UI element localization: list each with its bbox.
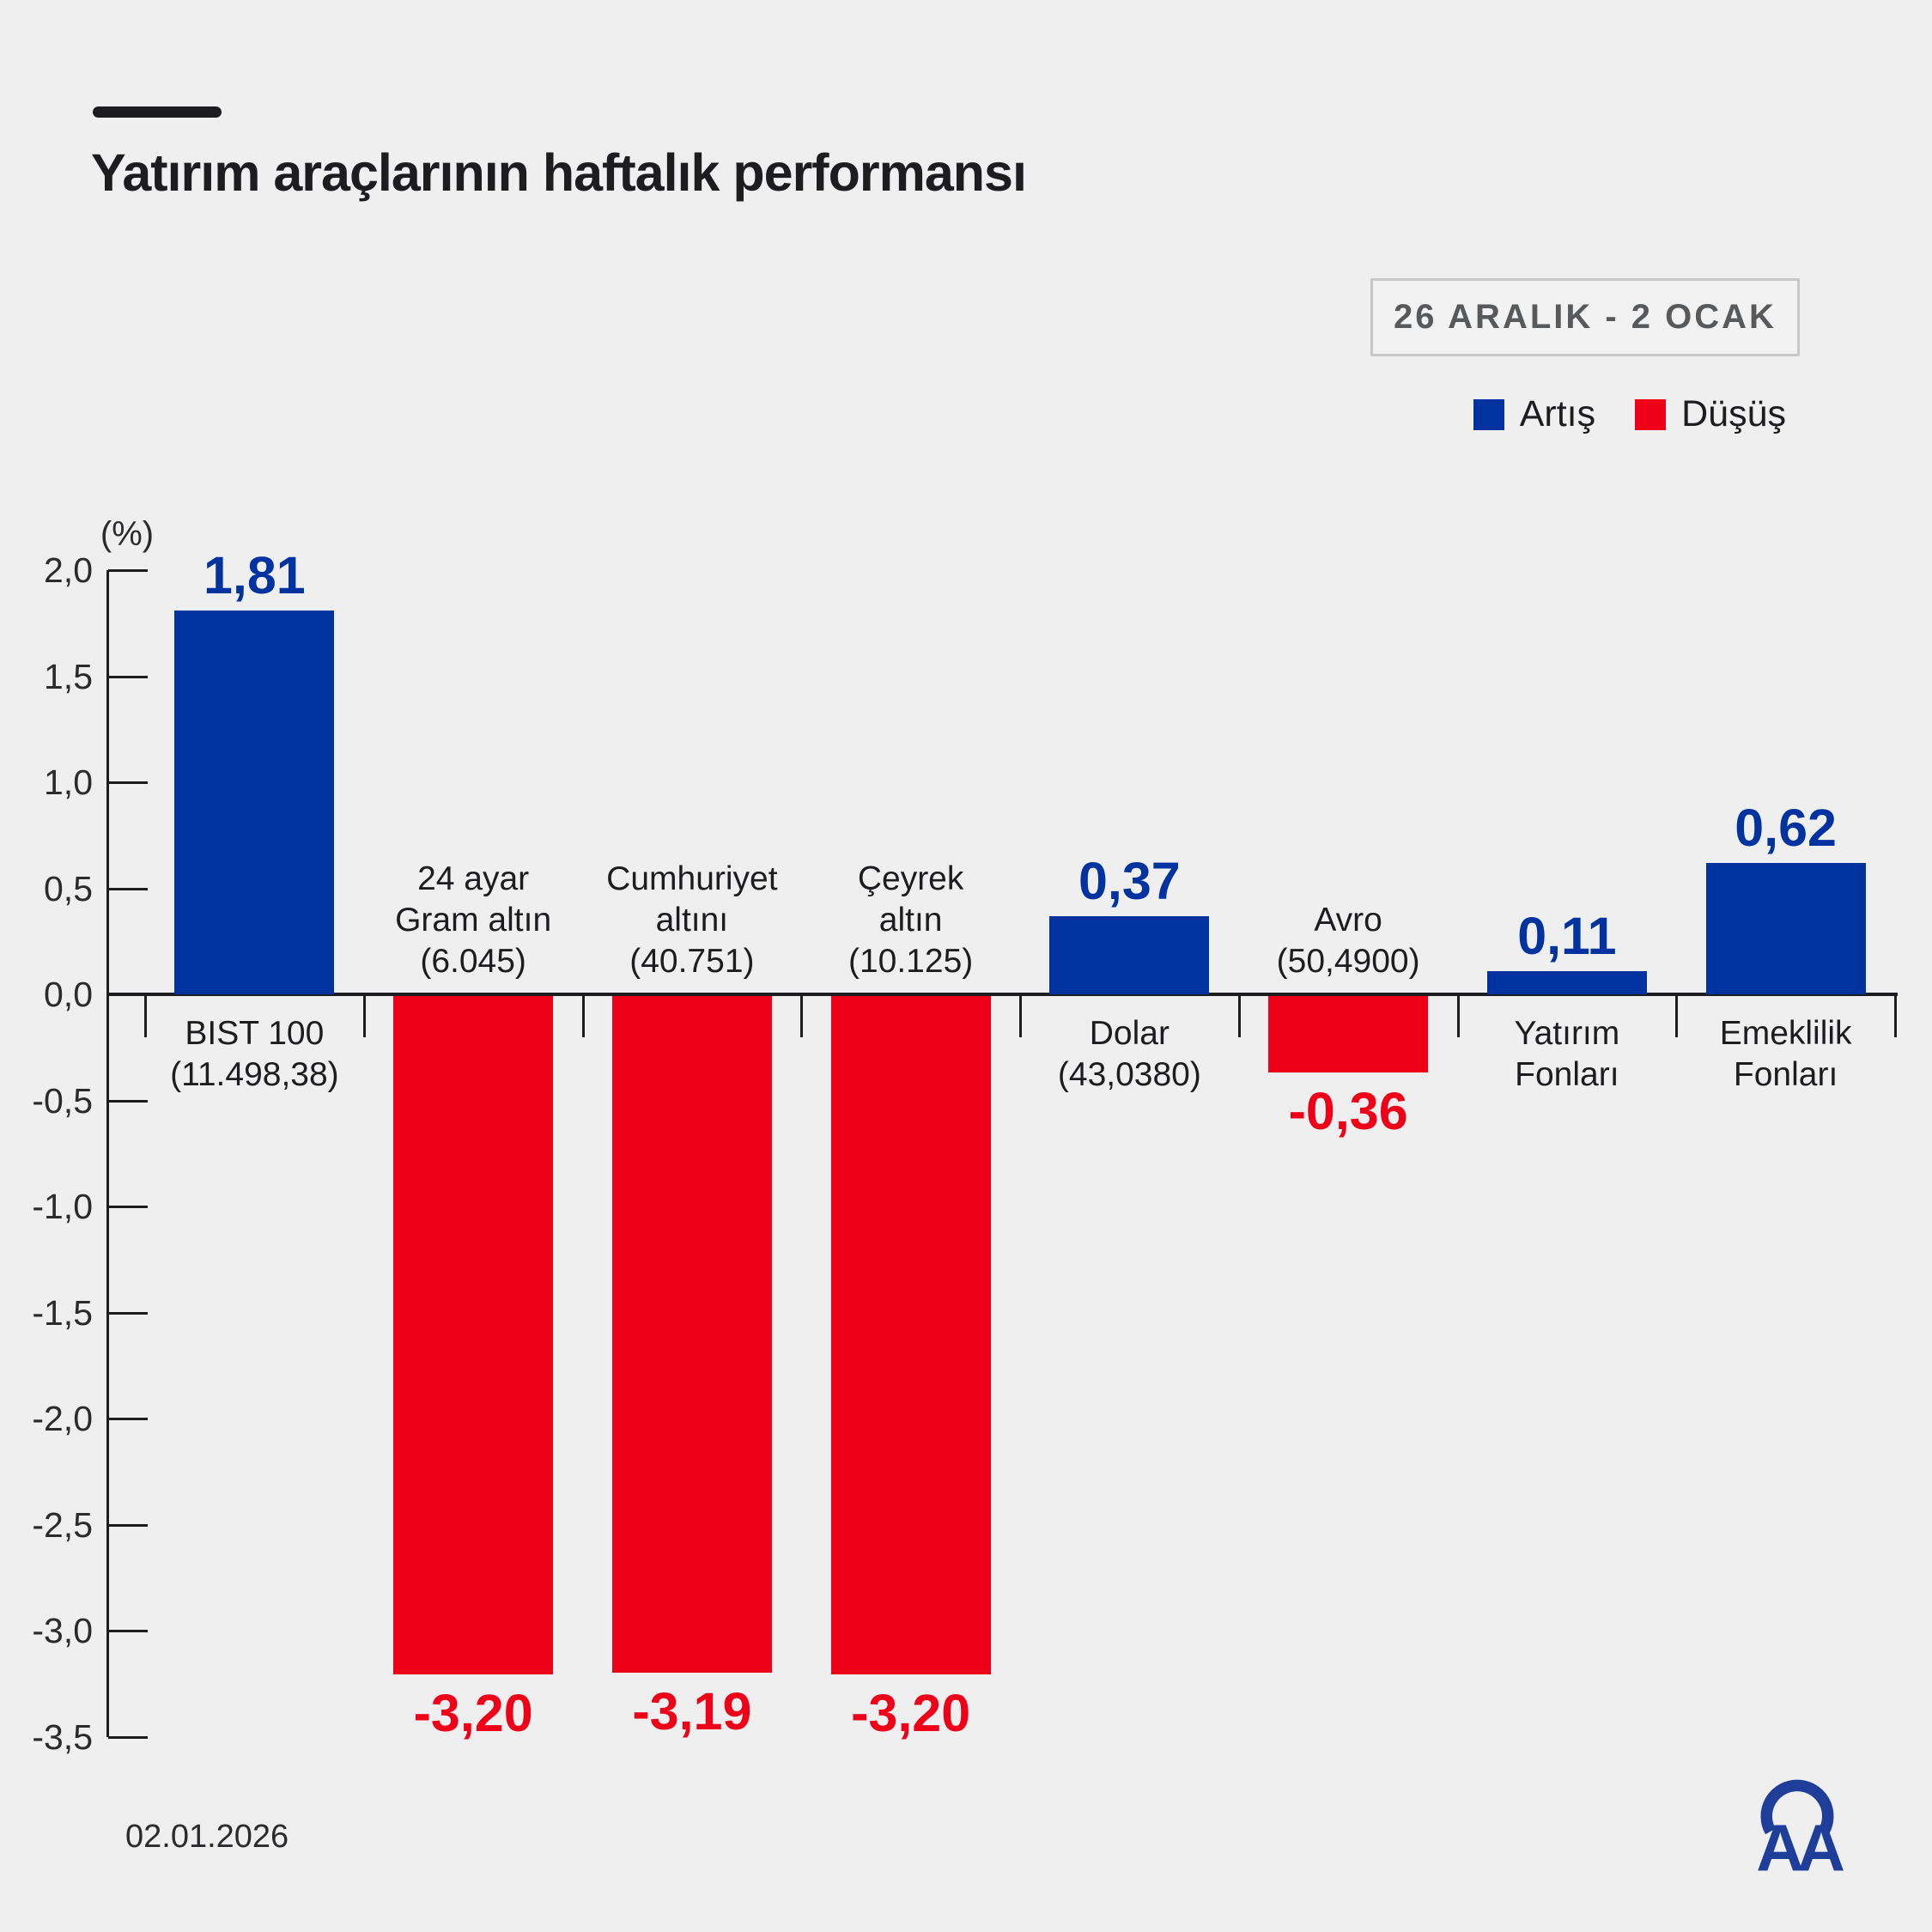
y-axis-line — [106, 570, 109, 1737]
category-label: Dolar (43,0380) — [1000, 1013, 1258, 1096]
legend-up-label: Artış — [1519, 393, 1596, 434]
category-label-line: Dolar — [1089, 1015, 1170, 1052]
category-label-line: Fonları — [1733, 1056, 1838, 1093]
period-badge: 26 ARALIK - 2 OCAK — [1370, 278, 1800, 356]
category-boundary-tick — [362, 994, 366, 1037]
legend-down-swatch — [1635, 398, 1667, 430]
zero-line — [108, 993, 1898, 996]
bar — [174, 610, 335, 994]
category-label-line: (43,0380) — [1057, 1056, 1201, 1093]
legend: Artış Düşüş — [1473, 393, 1786, 435]
category-label: Cumhuriyet altını (40.751) — [563, 859, 821, 982]
category-boundary-tick — [800, 994, 804, 1037]
category-boundary-tick — [144, 994, 147, 1037]
category-label: Avro (50,4900) — [1219, 900, 1477, 982]
bar-value-label: -3,19 — [632, 1681, 752, 1741]
category-label: BIST 100 (11.498,38) — [125, 1013, 383, 1096]
bar-value-label: 0,62 — [1735, 798, 1837, 857]
category-label: Yatırım Fonları — [1438, 1013, 1696, 1096]
bar — [393, 996, 554, 1675]
y-tick-label: 0,5 — [44, 868, 93, 908]
category-label-line: Fonları — [1515, 1056, 1619, 1093]
title-accent-dash — [93, 106, 222, 118]
category-label-line: Yatırım — [1514, 1015, 1620, 1052]
y-tick — [108, 569, 148, 572]
bar-value-label: 0,37 — [1078, 851, 1181, 910]
y-tick — [108, 887, 148, 890]
bar — [1486, 970, 1647, 994]
bar — [1049, 915, 1210, 994]
category-label-line: Avro — [1314, 902, 1382, 939]
category-boundary-tick — [1675, 994, 1679, 1037]
category-boundary-tick — [1894, 994, 1897, 1037]
y-tick — [108, 781, 148, 784]
category-label-line: Gram altın — [395, 902, 552, 939]
y-tick-label: 0,0 — [44, 975, 93, 1014]
y-tick-label: -2,0 — [32, 1399, 93, 1438]
category-label: Emeklilik Fonları — [1657, 1013, 1915, 1096]
bar — [830, 996, 991, 1675]
y-tick-label: 2,0 — [44, 550, 93, 590]
page-title: Yatırım araçlarının haftalık performansı — [91, 143, 1027, 202]
y-tick-label: -1,5 — [32, 1292, 93, 1333]
category-label-line: (10.125) — [848, 943, 974, 980]
bar-value-label: 1,81 — [204, 545, 306, 605]
bar-value-label: 0,11 — [1517, 906, 1617, 965]
category-label-line: (11.498,38) — [170, 1056, 339, 1093]
period-badge-label: 26 ARALIK - 2 OCAK — [1394, 298, 1777, 336]
aa-logo-letters: AA — [1756, 1812, 1844, 1879]
aa-logo-arc — [1760, 1779, 1834, 1835]
legend-down-label: Düşüş — [1681, 393, 1786, 434]
legend-up-swatch — [1473, 398, 1504, 430]
category-label-line: altını — [655, 902, 729, 939]
category-label-line: 24 ayar — [417, 860, 530, 897]
y-tick — [108, 1206, 148, 1208]
category-label-line: Cumhuriyet — [606, 860, 778, 897]
category-boundary-tick — [1237, 994, 1241, 1037]
y-tick — [108, 1418, 148, 1420]
y-tick-label: -3,0 — [32, 1611, 93, 1650]
bar-value-label: -3,20 — [851, 1684, 971, 1743]
y-tick — [108, 1099, 148, 1103]
bar-value-label: -0,36 — [1288, 1081, 1408, 1140]
category-boundary-tick — [581, 994, 585, 1037]
category-label-line: altın — [878, 902, 943, 939]
bar-value-label: -3,20 — [413, 1684, 533, 1743]
y-tick — [108, 675, 148, 678]
category-label-line: Çeyrek — [857, 860, 964, 897]
category-label-line: (6.045) — [420, 943, 526, 980]
y-tick-label: -0,5 — [32, 1080, 93, 1121]
category-boundary-tick — [1456, 994, 1460, 1037]
y-tick — [108, 1630, 148, 1632]
category-label: 24 ayar Gram altın (6.045) — [344, 859, 602, 982]
y-tick-label: -1,0 — [32, 1187, 93, 1226]
y-tick-label: -3,5 — [32, 1716, 93, 1757]
publish-date: 02.01.2026 — [125, 1819, 289, 1855]
category-label-line: Emeklilik — [1719, 1015, 1852, 1052]
aa-agency-logo: AA — [1756, 1779, 1848, 1879]
y-tick-label: 1,5 — [44, 656, 93, 696]
y-tick-label: -2,5 — [32, 1504, 93, 1545]
bar — [1268, 996, 1429, 1072]
bar — [1705, 862, 1866, 994]
y-tick — [108, 993, 148, 996]
category-label-line: (40.751) — [629, 943, 755, 980]
category-label: Çeyrek altın (10.125) — [782, 859, 1040, 982]
y-tick-label: 1,0 — [44, 762, 93, 802]
category-boundary-tick — [1019, 994, 1022, 1037]
y-tick — [108, 1523, 148, 1527]
bar — [611, 996, 772, 1673]
y-axis-unit-label: (%) — [100, 515, 155, 553]
category-label-line: (50,4900) — [1276, 943, 1420, 980]
category-label-line: BIST 100 — [185, 1015, 325, 1052]
y-tick — [108, 1735, 148, 1739]
y-tick — [108, 1311, 148, 1315]
